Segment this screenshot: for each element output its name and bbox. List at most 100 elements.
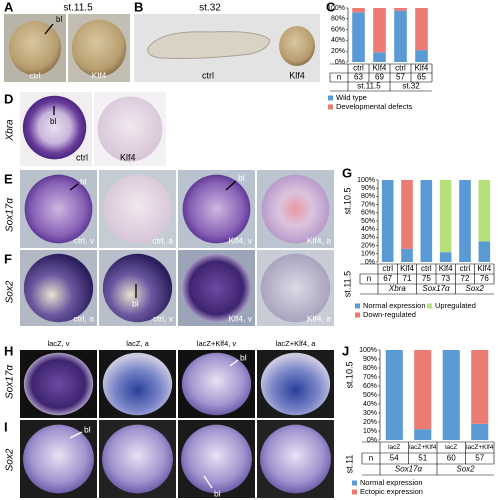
label: lacZ+Klf4, v [197, 339, 237, 348]
y-tick-label: 100% [357, 177, 375, 184]
bar-segment [459, 180, 471, 262]
y-tick-label: 20% [363, 419, 377, 426]
legend-label: Normal expression [363, 301, 426, 310]
bar-segment [420, 180, 433, 262]
bar-segment [352, 8, 365, 13]
bar-segment [401, 180, 413, 249]
tadpole [147, 31, 271, 59]
y-tick-label: 80% [363, 365, 377, 372]
legend-label: Down-regulated [363, 310, 416, 319]
label: Klf4 [92, 70, 107, 80]
embryo [102, 253, 173, 323]
group-label: st.32 [402, 82, 420, 91]
embryo [260, 352, 331, 416]
label: ctrl, a [152, 235, 173, 245]
label: lacZ+Klf4, a [276, 339, 317, 348]
label: bl [214, 488, 221, 498]
bar-segment [394, 8, 407, 11]
embryo [102, 424, 173, 494]
y-tick-label: 60% [361, 210, 375, 217]
label: B [134, 0, 143, 14]
label: Klf4, a [307, 235, 331, 245]
embryo [260, 424, 331, 494]
y-tick-label: 40% [361, 226, 375, 233]
bar-segment [471, 350, 489, 424]
label: Klf4, a [307, 313, 331, 323]
category-label: Klf4 [477, 264, 491, 273]
bar-segment [414, 429, 432, 440]
legend-swatch [328, 95, 333, 101]
y-tick-label: 50% [361, 218, 375, 225]
stage-label: st.11.5 [342, 271, 352, 297]
label: ctrl, v [74, 235, 95, 245]
embryo [261, 174, 330, 244]
data-table [359, 263, 495, 295]
label: ctrl, a [73, 313, 94, 323]
label: C [326, 0, 336, 14]
y-tick-label: 80% [361, 193, 375, 200]
group-label: Sox2 [466, 284, 485, 293]
label: st.32 [199, 3, 221, 14]
category-label: ctrl [353, 64, 364, 73]
y-tick-label: 100% [327, 5, 345, 12]
n-value: 75 [422, 274, 431, 283]
label: Sox2 [5, 448, 16, 471]
bar-segment [415, 8, 428, 51]
label: ctrl [202, 70, 214, 80]
label: Klf4, v [228, 235, 252, 245]
n-value: 63 [354, 73, 363, 82]
y-tick-label: 0% [367, 437, 377, 444]
stage-label: st.10.5 [342, 187, 352, 214]
n-value: 67 [383, 274, 392, 283]
label: bl [240, 352, 247, 362]
label: Xbra [5, 119, 16, 142]
bar-segment [415, 50, 428, 62]
label: st.11.5 [63, 3, 93, 14]
y-tick-label: 90% [363, 356, 377, 363]
embryo [103, 174, 172, 244]
category-label: Klf4 [415, 64, 429, 73]
label: Sox17α [5, 365, 16, 399]
label: E [4, 171, 13, 186]
category-label: ctrl [460, 264, 471, 273]
label: I [4, 419, 8, 434]
label: lacZ, v [47, 339, 69, 348]
bar-segment [478, 241, 491, 262]
bar-segment [385, 350, 403, 440]
bar-segment [442, 350, 460, 440]
n-label: n [337, 73, 341, 82]
n-value: 57 [396, 73, 405, 82]
group-label: st.11.5 [357, 82, 381, 91]
legend-swatch [328, 104, 333, 110]
legend-label: Upregulated [435, 301, 476, 310]
label: bl [56, 15, 62, 24]
embryo [71, 19, 127, 77]
y-tick-label: 60% [331, 26, 345, 33]
arrow [225, 180, 237, 191]
label: J [342, 343, 349, 358]
y-tick-label: 80% [331, 16, 345, 23]
embryo [181, 253, 252, 323]
n-value: 76 [480, 274, 489, 283]
arrow [229, 359, 239, 367]
y-tick-label: 40% [331, 37, 345, 44]
group-label: Xbra [388, 284, 406, 293]
legend-swatch [355, 312, 360, 318]
legend-label: Wild type [336, 93, 367, 102]
label: Klf4 [120, 152, 136, 162]
embryo [260, 253, 331, 323]
label: ctrl [76, 152, 88, 162]
category-label: lacZ [388, 444, 400, 451]
embryo [279, 26, 315, 66]
y-tick-label: 0% [365, 259, 375, 266]
arrow [203, 475, 213, 489]
y-tick-label: 20% [361, 242, 375, 249]
n-value: 54 [390, 454, 399, 463]
n-value: 72 [461, 274, 470, 283]
embryo [23, 424, 94, 494]
category-label: Klf4 [439, 264, 453, 273]
embryo [23, 352, 94, 416]
bar-segment [471, 423, 489, 440]
y-tick-label: 10% [361, 251, 375, 258]
